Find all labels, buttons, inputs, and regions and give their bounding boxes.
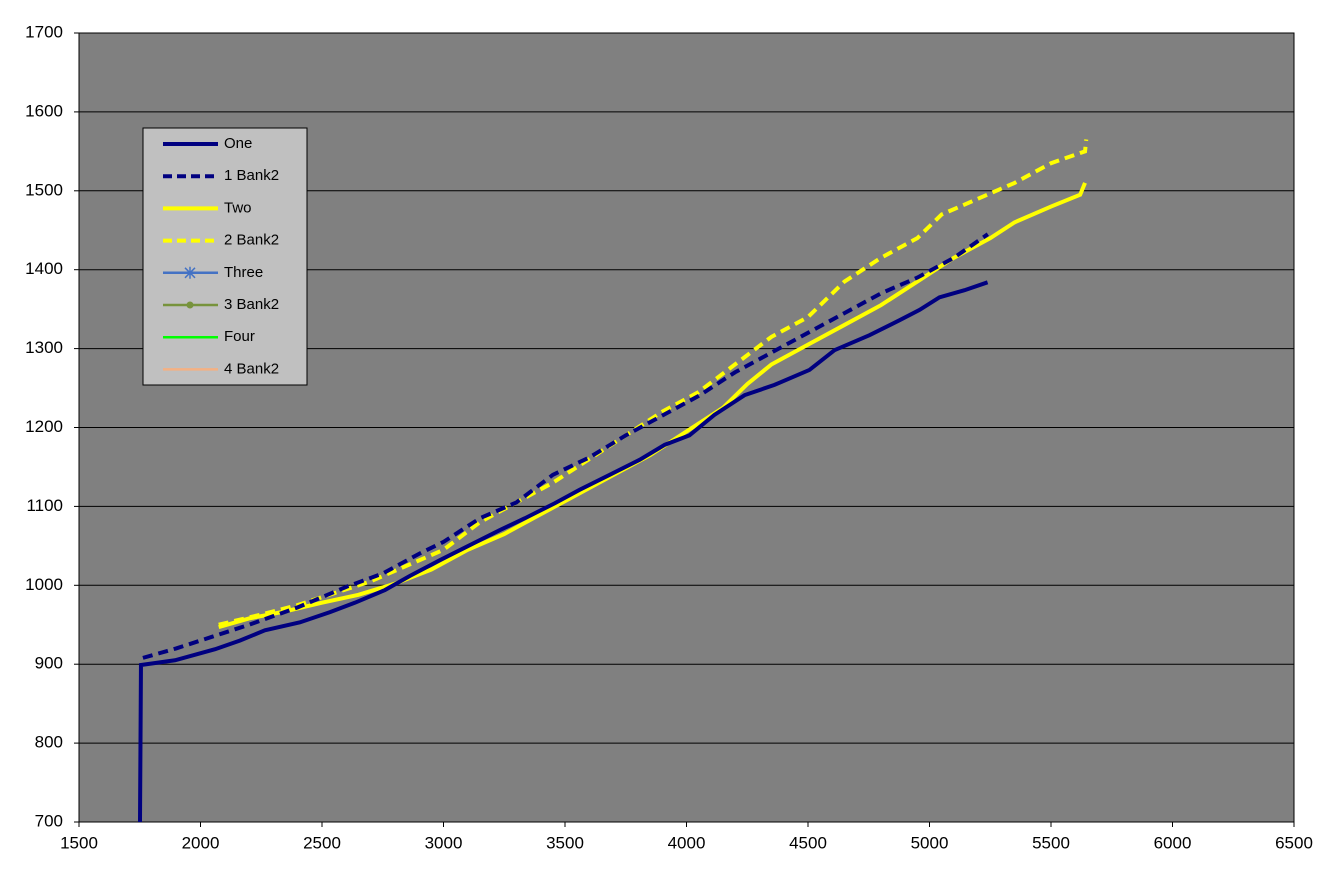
legend-label: Three xyxy=(224,264,263,281)
y-tick-label: 800 xyxy=(35,733,63,752)
y-tick-label: 1400 xyxy=(25,259,63,278)
series-line xyxy=(137,280,989,823)
legend-label: 2 Bank2 xyxy=(224,232,279,249)
x-tick-label: 1500 xyxy=(60,833,98,852)
legend-label: One xyxy=(224,135,252,152)
series-line xyxy=(142,232,989,660)
x-tick-label: 4500 xyxy=(789,833,827,852)
y-tick-label: 1600 xyxy=(25,101,63,120)
legend-label: 1 Bank2 xyxy=(224,167,279,184)
series-line xyxy=(218,139,1089,627)
y-tick-label: 1700 xyxy=(25,22,63,41)
x-tick-label: 2500 xyxy=(303,833,341,852)
x-tick-label: 5500 xyxy=(1032,833,1070,852)
legend-label: Two xyxy=(224,199,252,216)
y-tick-label: 1300 xyxy=(25,338,63,357)
x-tick-label: 3000 xyxy=(425,833,463,852)
y-tick-label: 1200 xyxy=(25,417,63,436)
x-tick-label: 6000 xyxy=(1154,833,1192,852)
legend-box xyxy=(142,127,308,386)
x-tick-label: 4000 xyxy=(668,833,706,852)
y-tick-label: 700 xyxy=(35,811,63,830)
series-line xyxy=(218,182,1087,630)
x-tick-label: 3500 xyxy=(546,833,584,852)
x-tick-label: 2000 xyxy=(182,833,220,852)
legend-marker xyxy=(186,301,194,309)
legend-label: 3 Bank2 xyxy=(224,296,279,313)
x-tick-label: 6500 xyxy=(1275,833,1313,852)
y-tick-label: 1500 xyxy=(25,180,63,199)
x-tick-label: 5000 xyxy=(911,833,949,852)
y-tick-label: 1100 xyxy=(26,496,63,515)
y-tick-label: 900 xyxy=(35,654,63,673)
legend-marker xyxy=(184,266,196,279)
legend-label: Four xyxy=(224,328,255,345)
y-tick-label: 1000 xyxy=(25,575,63,594)
legend-label: 4 Bank2 xyxy=(224,360,279,377)
